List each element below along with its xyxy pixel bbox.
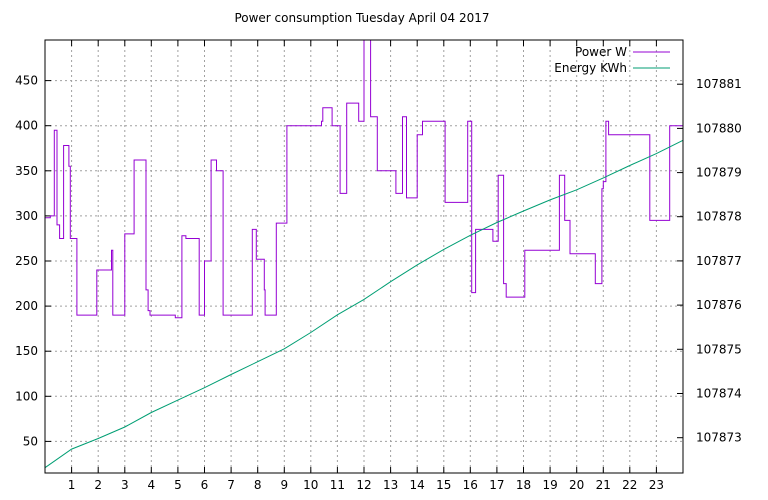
x-tick-label: 18 <box>516 478 531 492</box>
x-tick-label: 20 <box>569 478 584 492</box>
y-tick-label: 250 <box>15 254 38 268</box>
y2-tick-label: 107879 <box>696 166 742 180</box>
ticks-layer: 1 2 3 4 5 6 7 8 9 10 11 12 13 14 15 16 17 18 19 20 21 22 23501… <box>15 40 742 492</box>
x-tick-label: 4 <box>147 478 155 492</box>
x-tick-label: 6 <box>201 478 209 492</box>
y-tick-label: 50 <box>23 434 38 448</box>
y-tick-label: 400 <box>15 119 38 133</box>
y2-tick-label: 107880 <box>696 121 742 135</box>
y2-tick-label: 107881 <box>696 77 742 91</box>
x-tick-label: 11 <box>330 478 345 492</box>
x-tick-label: 13 <box>383 478 398 492</box>
y2-tick-label: 107876 <box>696 298 742 312</box>
y-tick-label: 350 <box>15 164 38 178</box>
energy-kwh-line <box>44 139 684 469</box>
y-tick-label: 100 <box>15 389 38 403</box>
y-tick-label: 300 <box>15 209 38 223</box>
y-tick-label: 200 <box>15 299 38 313</box>
legend-label: Energy KWh <box>554 61 627 75</box>
power-w-line <box>45 39 684 319</box>
x-tick-label: 14 <box>410 478 425 492</box>
x-tick-label: 2 <box>94 478 102 492</box>
x-tick-label: 15 <box>436 478 451 492</box>
x-tick-label: 19 <box>542 478 557 492</box>
y2-tick-label: 107875 <box>696 342 742 356</box>
y2-tick-label: 107877 <box>696 254 742 268</box>
x-tick-label: 3 <box>121 478 129 492</box>
x-tick-label: 7 <box>227 478 235 492</box>
x-tick-label: 12 <box>356 478 371 492</box>
plot-frame <box>44 39 684 474</box>
y2-tick-label: 107873 <box>696 431 742 445</box>
x-tick-label: 9 <box>280 478 288 492</box>
x-tick-label: 1 <box>68 478 76 492</box>
x-tick-label: 8 <box>254 478 262 492</box>
x-tick-label: 22 <box>622 478 637 492</box>
x-tick-label: 23 <box>649 478 664 492</box>
x-tick-label: 10 <box>303 478 318 492</box>
series-layer <box>44 39 684 469</box>
x-tick-label: 5 <box>174 478 182 492</box>
x-tick-label: 21 <box>596 478 611 492</box>
grid-layer <box>45 40 683 473</box>
y-tick-label: 450 <box>15 74 38 88</box>
y2-tick-label: 107874 <box>696 387 742 401</box>
y2-tick-label: 107878 <box>696 210 742 224</box>
x-tick-label: 16 <box>463 478 478 492</box>
x-tick-label: 17 <box>489 478 504 492</box>
y-tick-label: 150 <box>15 344 38 358</box>
legend-label: Power W <box>575 45 627 59</box>
legend: Power W Energy KWh <box>554 45 670 75</box>
chart-title: Power consumption Tuesday April 04 2017 <box>234 11 489 25</box>
